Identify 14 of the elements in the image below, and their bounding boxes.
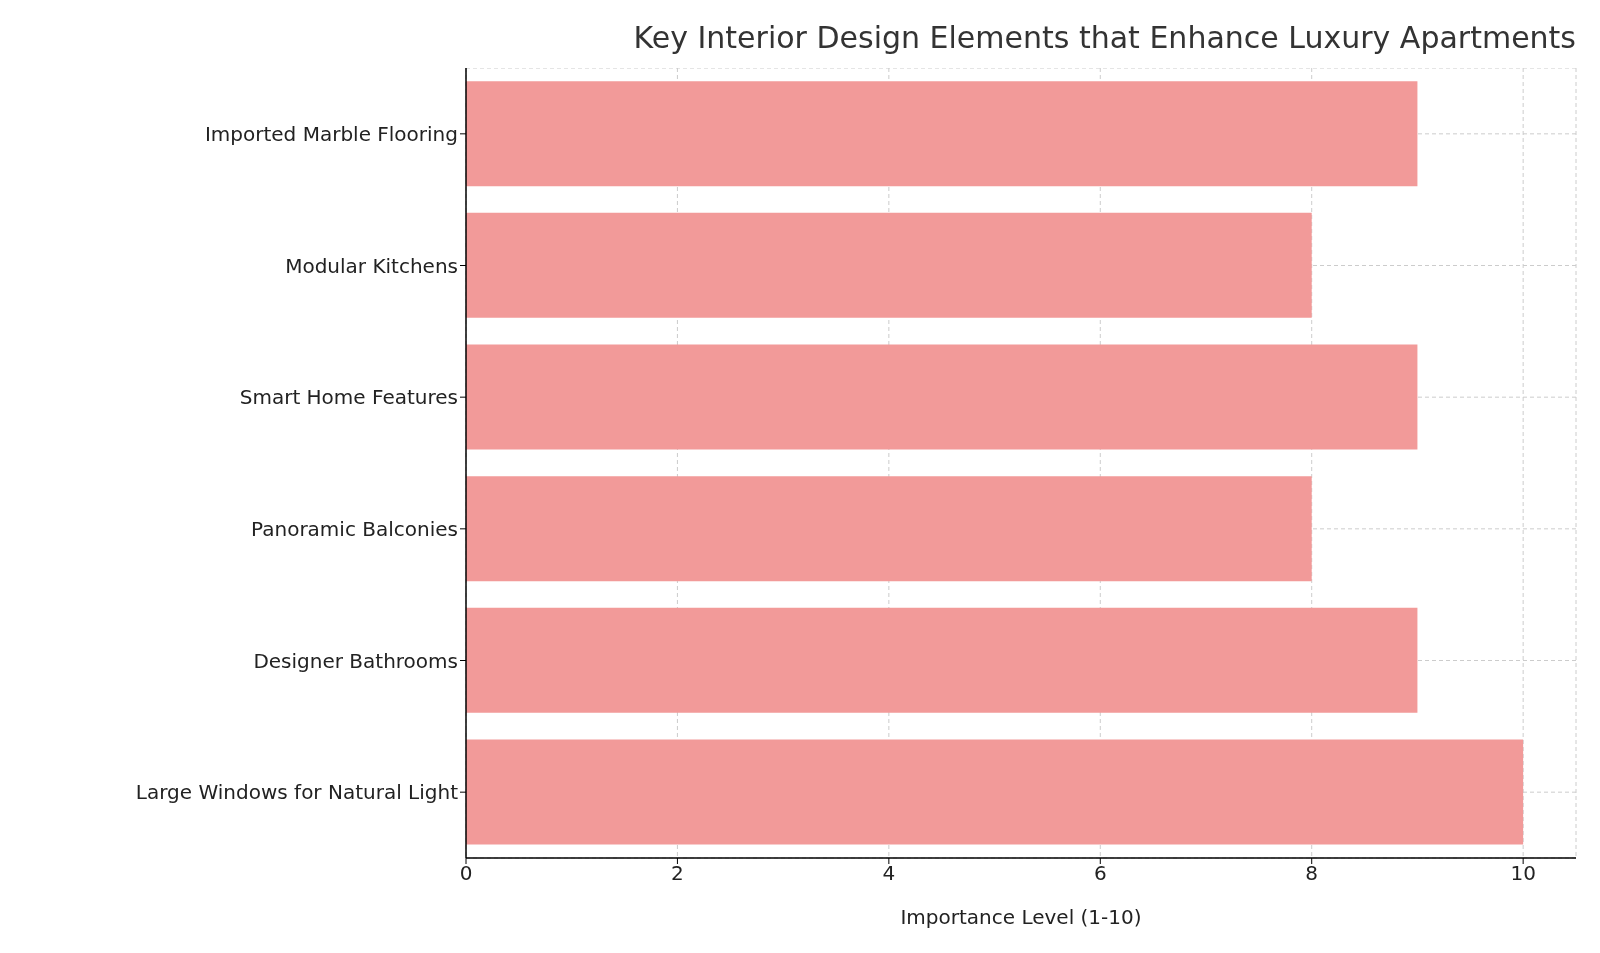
x-tick-label: 6 [1093,861,1107,886]
y-tick-label: Designer Bathrooms [253,648,458,673]
x-tick-label: 0 [459,861,473,886]
x-tick-label: 8 [1305,861,1319,886]
x-tick-label: 10 [1510,861,1536,886]
x-axis-title: Importance Level (1-10) [900,905,1142,929]
x-tick-label: 4 [882,861,896,886]
x-tick-label: 2 [671,861,684,886]
y-tick-label: Smart Home Features [239,385,458,410]
y-tick-label: Panoramic Balconies [251,516,458,541]
chart-title: Key Interior Design Elements that Enhance Luxury Apartments [632,19,1577,57]
y-tick-label: Large Windows for Natural Light [135,780,459,805]
y-tick-label: Imported Marble Flooring [204,121,458,146]
y-tick-label: Modular Kitchens [285,253,458,278]
